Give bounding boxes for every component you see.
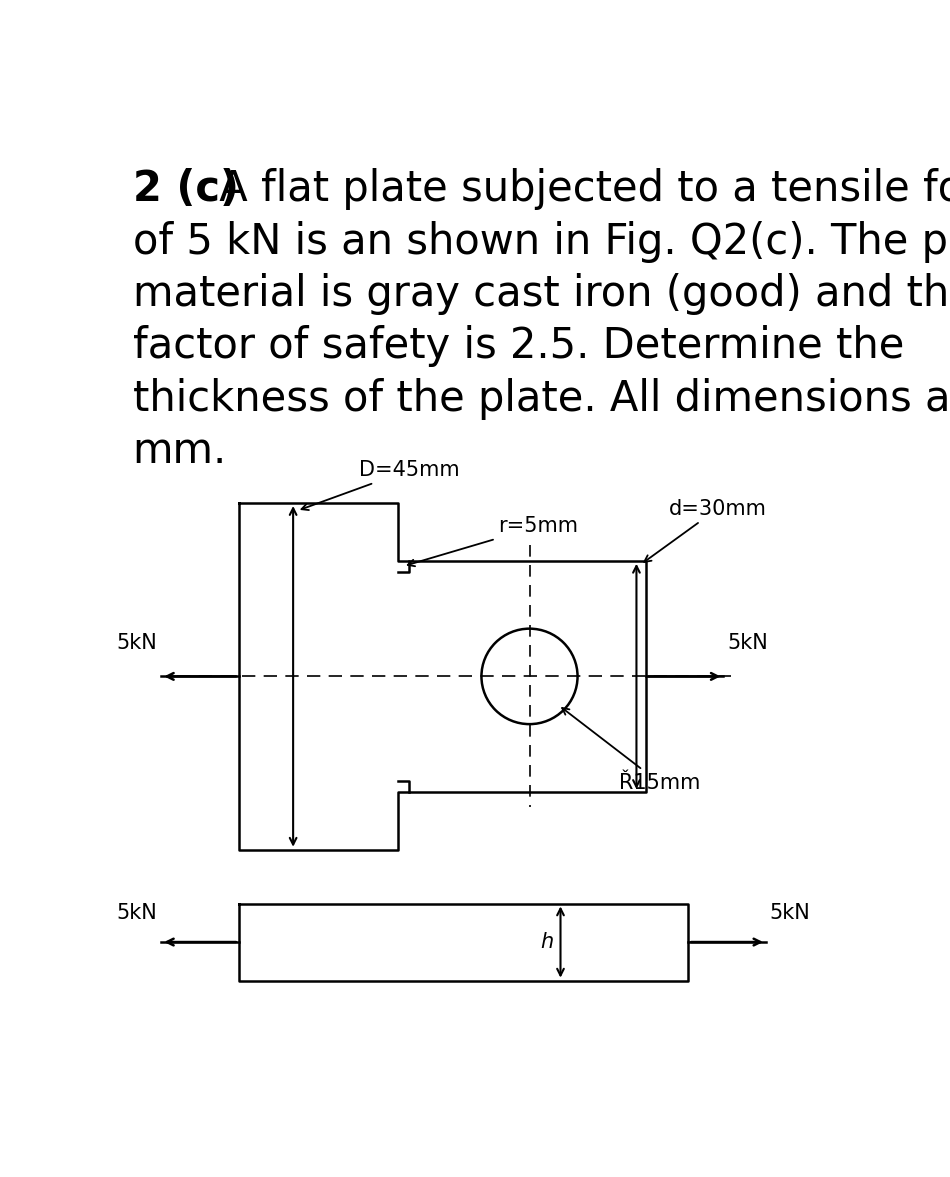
Text: r=5mm: r=5mm <box>408 517 579 566</box>
Text: d=30mm: d=30mm <box>644 499 767 561</box>
Text: 5kN: 5kN <box>727 633 768 653</box>
Text: mm.: mm. <box>133 430 227 472</box>
Text: of 5 kN is an shown in Fig. Q2(c). The plate: of 5 kN is an shown in Fig. Q2(c). The p… <box>133 220 950 262</box>
Text: thickness of the plate. All dimensions are in: thickness of the plate. All dimensions a… <box>133 378 950 420</box>
Text: 5kN: 5kN <box>770 903 810 923</box>
Text: 2 (c): 2 (c) <box>133 168 238 211</box>
Text: D=45mm: D=45mm <box>301 460 460 510</box>
Text: factor of safety is 2.5. Determine the: factor of safety is 2.5. Determine the <box>133 325 904 367</box>
Text: material is gray cast iron (good) and the: material is gray cast iron (good) and th… <box>133 273 950 315</box>
Text: 5kN: 5kN <box>117 903 158 923</box>
Text: h: h <box>540 932 553 952</box>
Text: A flat plate subjected to a tensile force: A flat plate subjected to a tensile forc… <box>206 168 950 211</box>
Text: 5kN: 5kN <box>117 633 158 653</box>
Text: Ř15mm: Ř15mm <box>562 707 700 792</box>
